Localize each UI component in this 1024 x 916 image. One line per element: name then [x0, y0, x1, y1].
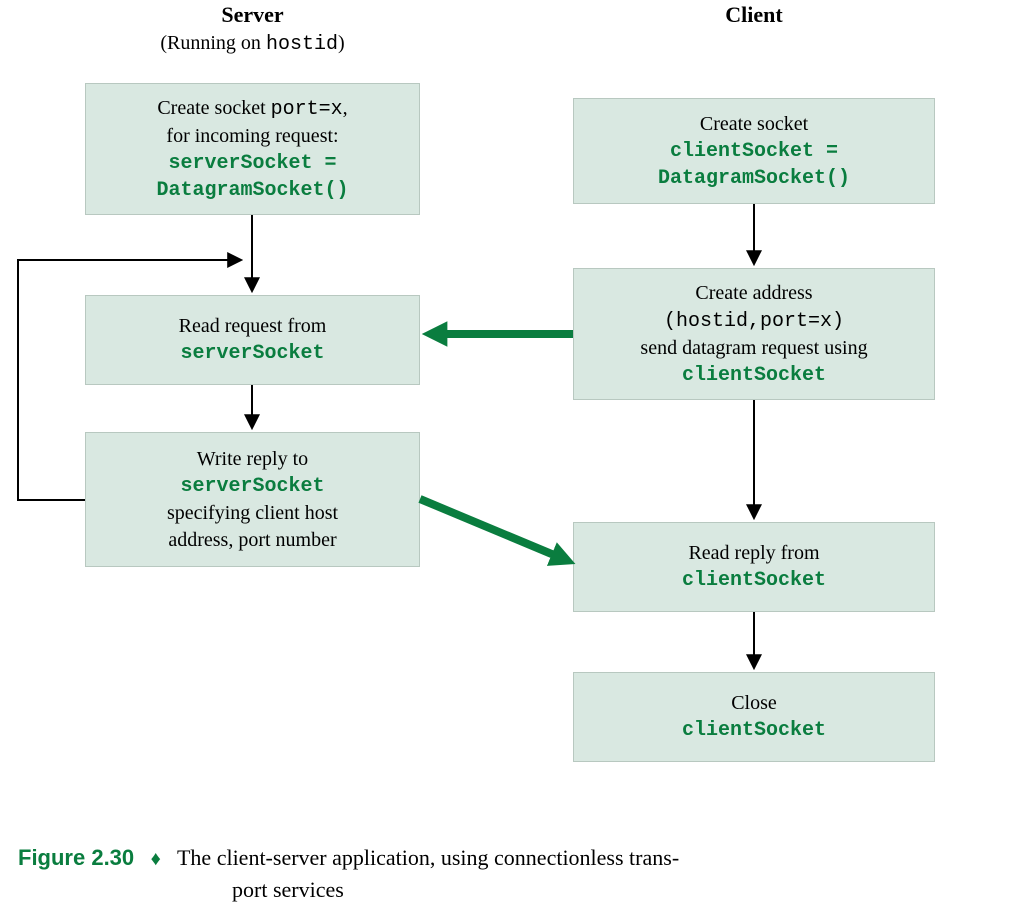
node-server-create-socket: Create socket port=x, for incoming reque… — [85, 83, 420, 215]
s3-line4: address, port number — [168, 527, 336, 554]
s3-line3: specifying client host — [167, 500, 338, 527]
caption-text1: The client-server application, using con… — [177, 845, 679, 870]
server-subtitle: (Running on hostid) — [85, 32, 420, 56]
diamond-icon: ♦ — [151, 848, 161, 870]
figure-caption-line2: port services — [232, 877, 992, 903]
c1-line3: DatagramSocket() — [658, 165, 850, 192]
client-title: Client — [573, 2, 935, 28]
node-client-create-address: Create address (hostid,port=x) send data… — [573, 268, 935, 400]
s1-line4: DatagramSocket() — [156, 177, 348, 204]
node-client-close: Close clientSocket — [573, 672, 935, 762]
server-title: Server — [85, 2, 420, 28]
c1-line1: Create socket — [700, 111, 808, 138]
c2-line4: clientSocket — [682, 362, 826, 389]
node-server-read-request: Read request from serverSocket — [85, 295, 420, 385]
server-sub-prefix: (Running on — [160, 32, 266, 54]
figure-caption: Figure 2.30 ♦ The client-server applicat… — [18, 845, 998, 871]
s2-line1: Read request from — [179, 313, 327, 340]
s1-line1: Create socket port=x, — [157, 95, 347, 123]
node-server-write-reply: Write reply to serverSocket specifying c… — [85, 432, 420, 567]
s3-line2: serverSocket — [180, 473, 324, 500]
s1-line3: serverSocket = — [168, 150, 336, 177]
s1-line2: for incoming request: — [166, 123, 338, 150]
node-client-create-socket: Create socket clientSocket = DatagramSoc… — [573, 98, 935, 204]
c4-line2: clientSocket — [682, 717, 826, 744]
c3-line1: Read reply from — [688, 540, 819, 567]
figure-label: Figure 2.30 — [18, 845, 134, 870]
caption-text2: port services — [232, 877, 344, 902]
node-client-read-reply: Read reply from clientSocket — [573, 522, 935, 612]
c2-line1: Create address — [695, 280, 812, 307]
c2-line2: (hostid,port=x) — [664, 307, 844, 335]
s3-line1: Write reply to — [197, 446, 308, 473]
server-sub-suffix: ) — [338, 32, 345, 54]
edge-server-to-client — [420, 499, 566, 560]
c1-line2: clientSocket = — [670, 138, 838, 165]
c4-line1: Close — [731, 690, 777, 717]
s2-line2: serverSocket — [180, 340, 324, 367]
c2-line3: send datagram request using — [640, 335, 867, 362]
c3-line2: clientSocket — [682, 567, 826, 594]
server-sub-code: hostid — [266, 33, 338, 56]
